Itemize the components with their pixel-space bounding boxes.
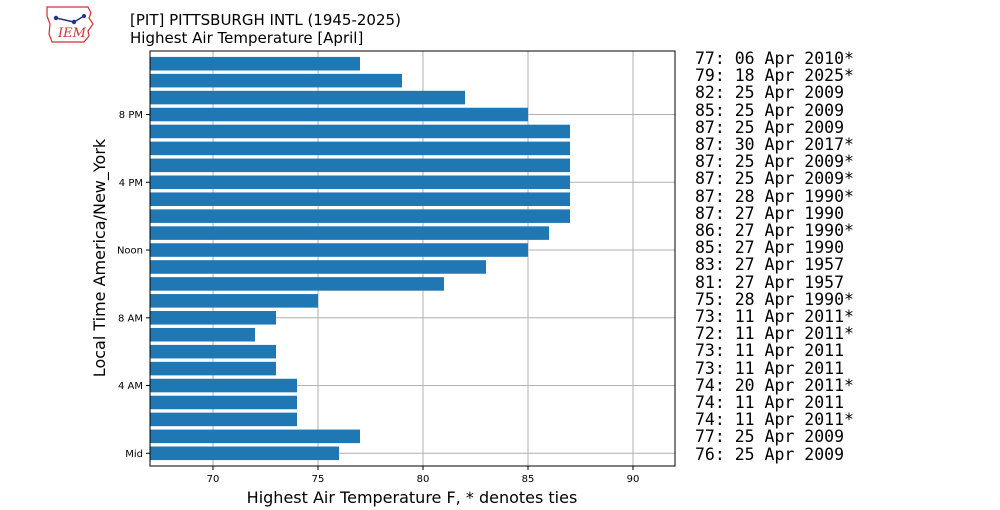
bar-hour-2 (150, 412, 297, 427)
y-tick-label: Noon (117, 246, 143, 257)
record-entry: 72: 11 Apr 2011* (695, 324, 854, 344)
bar-hour-21 (150, 90, 465, 105)
record-entry: 73: 11 Apr 2011 (695, 341, 845, 361)
bar-hour-14 (150, 209, 570, 223)
svg-text:IEM: IEM (57, 26, 87, 41)
record-entry: 83: 27 Apr 1957 (695, 255, 845, 275)
bar-hour-23 (150, 56, 360, 71)
record-entry: 81: 27 Apr 1957 (695, 272, 845, 292)
y-tick-label: 4 AM (118, 381, 143, 392)
bar-hour-13 (150, 226, 549, 240)
y-tick-label: 8 AM (118, 313, 143, 324)
bar-hour-7 (150, 327, 255, 342)
bar-hour-1 (150, 429, 360, 444)
bar-hour-0 (150, 446, 339, 461)
record-entry: 76: 25 Apr 2009 (695, 444, 845, 464)
bar-hour-20 (150, 107, 528, 122)
bar-hour-16 (150, 175, 570, 190)
bar-hour-3 (150, 395, 297, 410)
bar-hour-12 (150, 243, 528, 257)
bar-hour-4 (150, 378, 297, 393)
x-tick-label: 70 (207, 474, 220, 485)
record-entry: 87: 27 Apr 1990 (695, 203, 845, 223)
chart-subtitle: Highest Air Temperature [April] (130, 29, 364, 47)
record-entry: 77: 06 Apr 2010* (695, 49, 854, 68)
bar-hour-8 (150, 311, 276, 325)
x-tick-label: 85 (522, 474, 535, 485)
bar-hour-11 (150, 260, 486, 274)
record-entry: 87: 25 Apr 2009* (695, 169, 854, 189)
record-entry: 87: 28 Apr 1990* (695, 186, 854, 206)
iem-logo: IEM (46, 6, 94, 43)
record-entry: 73: 11 Apr 2011 (695, 358, 845, 378)
bar-hour-18 (150, 141, 570, 156)
record-entry: 85: 25 Apr 2009 (695, 100, 845, 120)
y-axis-label: Local Time America/New_York (90, 138, 110, 377)
plot-frame (149, 50, 676, 467)
bar-hour-15 (150, 192, 570, 206)
record-entry: 85: 27 Apr 1990 (695, 238, 845, 258)
x-tick-label: 80 (417, 474, 430, 485)
bar-chart: 70 75 80 85 90 Mid 4 AM 8 AM Noon 4 PM 8 PM Highest… (90, 50, 676, 507)
bar-hour-19 (150, 124, 570, 139)
bar-hour-10 (150, 277, 444, 291)
y-tick-label: 4 PM (119, 178, 143, 189)
bar-hour-6 (150, 344, 276, 359)
x-tick-label: 75 (312, 474, 325, 485)
record-entry: 74: 11 Apr 2011* (695, 410, 854, 430)
record-entry: 87: 25 Apr 2009* (695, 152, 854, 172)
bar-hour-5 (150, 361, 276, 376)
record-entry: 74: 20 Apr 2011* (695, 375, 854, 395)
record-entry: 86: 27 Apr 1990* (695, 221, 854, 240)
record-entry: 77: 25 Apr 2009 (695, 427, 845, 447)
y-tick-label: 8 PM (119, 110, 143, 121)
record-entry: 79: 18 Apr 2025* (695, 66, 854, 86)
record-entry: 74: 11 Apr 2011 (695, 393, 845, 412)
record-entry: 87: 25 Apr 2009 (695, 117, 845, 137)
record-entry: 75: 28 Apr 1990* (695, 289, 854, 309)
bar-hour-22 (150, 73, 402, 88)
x-tick-label: 90 (627, 474, 640, 485)
record-entry: 73: 11 Apr 2011* (695, 307, 854, 326)
chart-title: [PIT] PITTSBURGH INTL (1945-2025) (130, 11, 401, 29)
record-entry: 82: 25 Apr 2009 (695, 83, 845, 103)
x-axis-label: Highest Air Temperature F, * denotes tie… (247, 488, 578, 507)
record-entry: 87: 30 Apr 2017* (695, 135, 854, 154)
bar-hour-9 (150, 294, 318, 308)
y-tick-label: Mid (125, 449, 143, 460)
bar-hour-17 (150, 158, 570, 173)
